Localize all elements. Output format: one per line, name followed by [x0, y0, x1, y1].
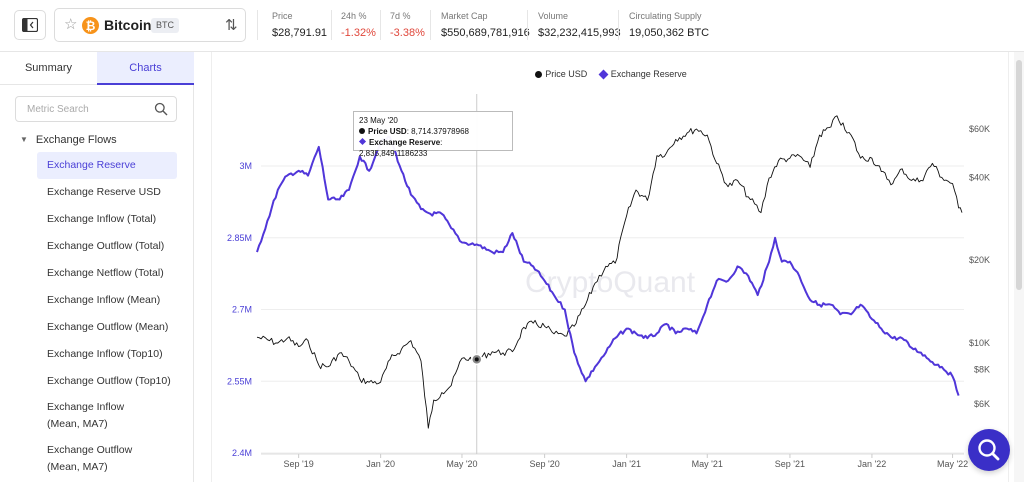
stat-divider: [257, 10, 258, 40]
stat-divider: [430, 10, 431, 40]
stat-volume: Volume $32,232,415,993: [538, 11, 621, 43]
sidebar-item-exchange-inflow-total[interactable]: Exchange Inflow (Total): [47, 213, 157, 225]
x-tick-label: Sep '19: [284, 459, 314, 469]
stat-divider: [380, 10, 381, 40]
tooltip-reserve-value: 2,835,849.1186233: [359, 149, 428, 158]
tooltip-date: 23 May '20: [359, 116, 398, 125]
y-left-tick-label: 2.85M: [227, 233, 252, 243]
asset-ticker-badge: BTC: [151, 18, 179, 33]
stat-price: Price $28,791.91: [272, 11, 327, 43]
y-left-tick-label: 2.7M: [232, 305, 252, 315]
sidebar-item-exchange-inflow-top10[interactable]: Exchange Inflow (Top10): [47, 348, 163, 360]
stat-label: 7d %: [390, 11, 411, 21]
stat-divider: [527, 10, 528, 40]
line-chart[interactable]: 3M 2.85M 2.7M 2.55M 2.4M $60K $40K $20K $10K $8K $…: [212, 52, 1010, 482]
caret-down-icon: ▼: [20, 135, 28, 144]
legend-label: Exchange Reserve: [610, 69, 687, 79]
stat-value: $32,232,415,993: [538, 27, 621, 39]
stat-label: Price: [272, 11, 293, 21]
panel-toggle-icon: [22, 18, 38, 32]
stat-24h-change: 24h % -1.32%: [341, 11, 376, 43]
sidebar-item-exchange-inflow-mean-ma7[interactable]: Exchange Inflow (Mean, MA7): [47, 401, 125, 430]
favorite-star-icon[interactable]: ☆: [64, 16, 78, 33]
watermark: CryptoQuant: [525, 266, 696, 299]
legend-item-price[interactable]: Price USD: [535, 69, 587, 79]
y-right-tick-label: $10K: [969, 338, 990, 348]
stat-value: 19,050,362 BTC: [629, 27, 710, 39]
metric-search-input[interactable]: [27, 97, 157, 121]
sidebar-item-exchange-outflow-mean[interactable]: Exchange Outflow (Mean): [47, 321, 169, 333]
stat-circulating-supply: Circulating Supply 19,050,362 BTC: [629, 11, 709, 43]
stat-value: -3.38%: [390, 27, 425, 39]
stat-label: 24h %: [341, 11, 367, 21]
y-right-tick-label: $60K: [969, 124, 990, 134]
price-usd-line: [256, 115, 963, 429]
y-right-tick-label: $8K: [974, 365, 990, 375]
y-left-tick-label: 2.55M: [227, 376, 252, 386]
x-tick-label: May '21: [692, 459, 723, 469]
stat-7d-change: 7d % -3.38%: [390, 11, 425, 43]
page-scrollbar-thumb[interactable]: [1016, 60, 1022, 290]
y-right-tick-label: $40K: [969, 172, 990, 182]
asset-selector[interactable]: ☆ ₿ Bitcoin BTC ⇅: [54, 8, 246, 42]
x-tick-label: Sep '20: [529, 459, 559, 469]
search-chat-icon: [978, 439, 1000, 461]
stat-label: Market Cap: [441, 11, 488, 21]
tooltip-reserve-row: Exchange Reserve: 2,835,849.1186233: [358, 137, 443, 158]
tab-summary[interactable]: Summary: [24, 62, 73, 74]
stat-label: Circulating Supply: [629, 11, 702, 21]
tab-charts[interactable]: Charts: [97, 52, 194, 85]
legend-label: Price USD: [545, 69, 588, 79]
purple-diamond-icon: [358, 137, 367, 146]
exchange-reserve-line: [256, 135, 960, 396]
x-tick-label: Jan '20: [366, 459, 395, 469]
black-dot-icon: [359, 128, 365, 134]
y-left-tick-label: 3M: [239, 161, 252, 171]
stat-market-cap: Market Cap $550,689,781,916: [441, 11, 530, 43]
tooltip-price-row: Price USD: 8,714.37978968: [359, 126, 507, 137]
y-right-tick-label: $20K: [969, 255, 990, 265]
x-tick-label: Sep '21: [775, 459, 805, 469]
sidebar-item-exchange-inflow-mean[interactable]: Exchange Inflow (Mean): [47, 294, 161, 306]
chart-tooltip: 23 May '20 Price USD: 8,714.37978968 Exc…: [353, 111, 513, 158]
search-icon[interactable]: [154, 102, 168, 116]
x-tick-label: Jan '22: [858, 459, 887, 469]
stat-label: Volume: [538, 11, 569, 21]
sidebar-item-exchange-outflow-total[interactable]: Exchange Outflow (Total): [47, 240, 165, 252]
tooltip-price-label: Price USD: [368, 127, 407, 136]
tooltip-reserve-label: Exchange Reserve: [369, 138, 441, 147]
sidebar-item-exchange-outflow-top10[interactable]: Exchange Outflow (Top10): [47, 375, 171, 387]
y-left-tick-label: 2.4M: [232, 448, 252, 458]
price-hover-marker-core: [474, 357, 479, 362]
x-tick-label: May '20: [446, 459, 477, 469]
black-dot-icon: [535, 71, 543, 78]
sidebar-item-exchange-reserve-usd[interactable]: Exchange Reserve USD: [47, 186, 161, 198]
x-tick-label: May '22: [937, 459, 968, 469]
chart-panel: Price USD Exchange Reserve 3M 2.85M 2.7M 2.…: [211, 52, 1009, 482]
asset-name: Bitcoin: [104, 17, 152, 33]
chart-legend: Price USD Exchange Reserve: [212, 69, 1010, 80]
sidebar-item-exchange-netflow-total[interactable]: Exchange Netflow (Total): [47, 267, 164, 279]
x-tick-label: Jan '21: [612, 459, 641, 469]
sidebar-tabs: Summary Charts: [0, 52, 194, 85]
sidebar-toggle-button[interactable]: [14, 10, 46, 40]
swap-arrows-icon[interactable]: ⇅: [225, 16, 238, 34]
stat-divider: [331, 10, 332, 40]
stat-value: $550,689,781,916: [441, 27, 530, 39]
metrics-sidebar: Summary Charts ▼ Exchange Flows Exchange …: [0, 52, 194, 482]
tooltip-price-value: 8,714.37978968: [411, 127, 469, 136]
stat-divider: [618, 10, 619, 40]
help-chat-button[interactable]: [968, 429, 1010, 471]
y-right-tick-label: $6K: [974, 399, 990, 409]
group-exchange-flows[interactable]: ▼ Exchange Flows: [20, 134, 117, 146]
group-label: Exchange Flows: [35, 134, 117, 146]
stat-value: -1.32%: [341, 27, 376, 39]
metric-search: [15, 96, 177, 122]
legend-item-reserve[interactable]: Exchange Reserve: [598, 69, 687, 80]
sidebar-item-exchange-reserve[interactable]: Exchange Reserve: [37, 152, 177, 179]
stat-value: $28,791.91: [272, 27, 328, 39]
bitcoin-logo-icon: ₿: [82, 17, 99, 34]
header-bar: ☆ ₿ Bitcoin BTC ⇅ Price $28,791.91 24h %…: [0, 0, 1024, 52]
sidebar-item-exchange-outflow-mean-ma7[interactable]: Exchange Outflow (Mean, MA7): [47, 444, 133, 473]
